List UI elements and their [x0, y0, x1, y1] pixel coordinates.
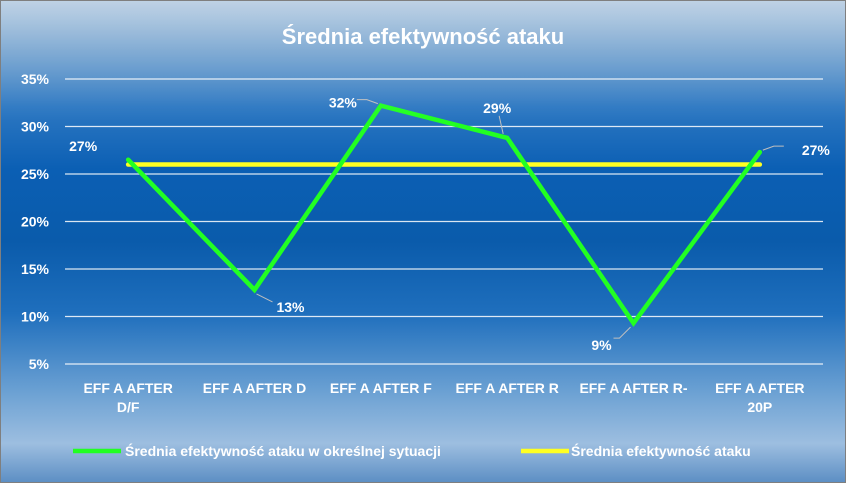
- data-point: [126, 157, 131, 162]
- data-label: 27%: [802, 142, 831, 158]
- data-label: 13%: [276, 299, 305, 315]
- y-tick-label: 25%: [21, 166, 50, 182]
- data-label: 29%: [483, 100, 512, 116]
- y-tick-label: 20%: [21, 214, 50, 230]
- x-tick-label: EFF A AFTER R-: [579, 380, 687, 396]
- x-tick-label: EFF A AFTER F: [330, 380, 432, 396]
- x-tick-label: EFF A AFTER R: [455, 380, 558, 396]
- x-axis-ticks: EFF A AFTER D/F EFF A AFTER D EFF A AFTER F…: [83, 380, 804, 415]
- legend-label-average: Średnia efektywność ataku: [571, 442, 751, 459]
- x-tick-label: EFF A AFTER D/F: [83, 380, 172, 415]
- y-tick-label: 5%: [29, 356, 50, 372]
- legend: Średnia efektywność ataku w określnej sy…: [73, 442, 751, 459]
- data-label-leader: [356, 99, 379, 105]
- y-tick-label: 30%: [21, 119, 50, 135]
- chart-title: Średnia efektywność ataku: [282, 24, 564, 49]
- data-label-leader: [613, 326, 631, 339]
- x-tick-label: EFF A AFTER 20P: [715, 380, 804, 415]
- data-label: 27%: [69, 138, 98, 154]
- y-tick-label: 35%: [21, 71, 50, 87]
- y-tick-label: 15%: [21, 261, 50, 277]
- data-label-leader: [762, 145, 784, 151]
- x-tick-label: EFF A AFTER D: [203, 380, 306, 396]
- data-labels: 27% 13% 32% 29% 9% 27%: [69, 95, 830, 354]
- data-point: [757, 150, 762, 155]
- data-label-leader: [256, 293, 273, 303]
- gridlines: [65, 78, 823, 365]
- series-line-situation: [125, 103, 763, 328]
- series-lines: [125, 103, 763, 328]
- data-point: [505, 135, 510, 140]
- y-axis-ticks: 5% 10% 15% 20% 25% 30% 35%: [21, 71, 50, 372]
- data-point: [631, 321, 636, 326]
- data-point: [252, 287, 257, 292]
- y-tick-label: 10%: [21, 309, 50, 325]
- data-point: [378, 103, 383, 108]
- data-label: 9%: [591, 337, 612, 353]
- data-label: 32%: [329, 95, 358, 111]
- data-label-leader: [498, 115, 504, 135]
- legend-label-situation: Średnia efektywność ataku w określnej sy…: [125, 442, 441, 459]
